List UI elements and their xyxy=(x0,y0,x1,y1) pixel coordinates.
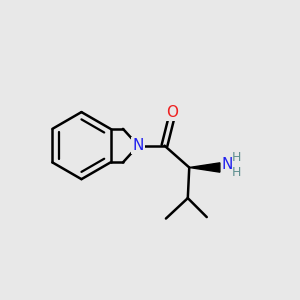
Text: N: N xyxy=(221,157,233,172)
Text: H: H xyxy=(232,166,242,179)
Text: H: H xyxy=(232,152,242,164)
Text: N: N xyxy=(133,138,144,153)
Polygon shape xyxy=(189,163,220,172)
Text: O: O xyxy=(166,105,178,120)
